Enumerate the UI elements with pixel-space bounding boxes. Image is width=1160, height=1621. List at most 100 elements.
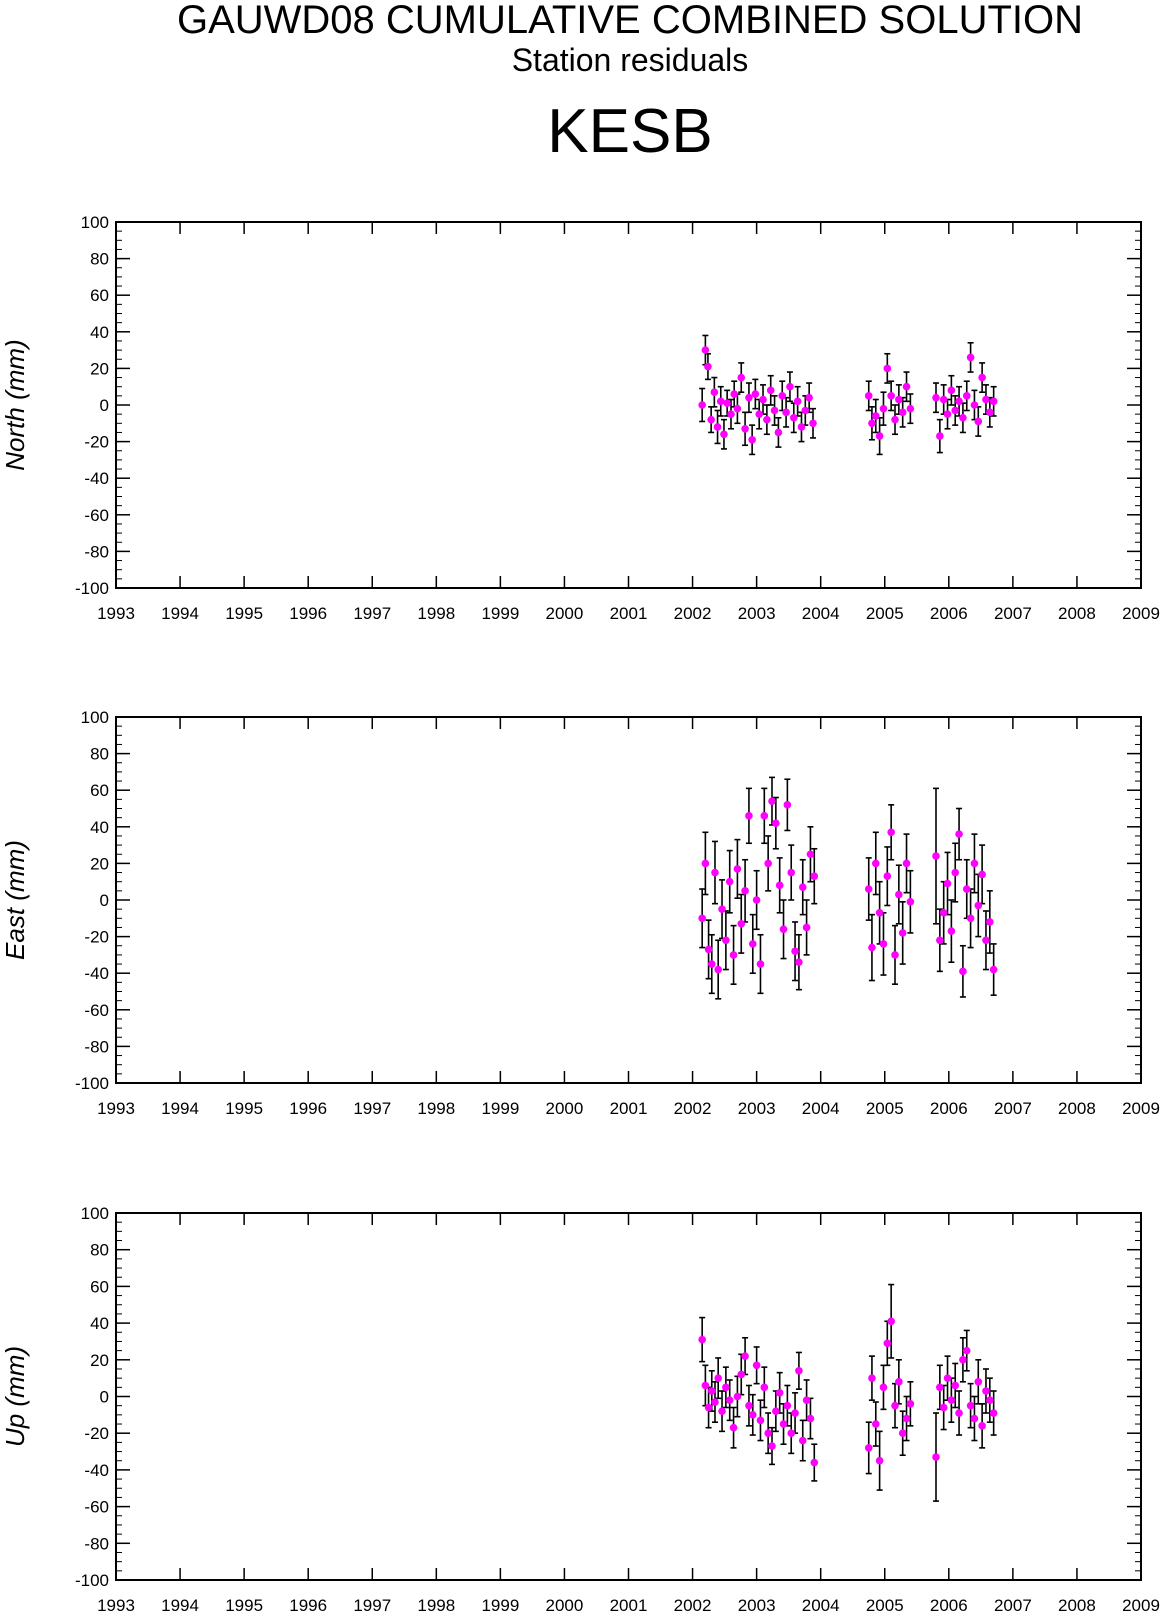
data-point bbox=[902, 859, 911, 868]
data-point bbox=[722, 1383, 730, 1392]
data-point bbox=[966, 914, 975, 923]
data-point bbox=[768, 1442, 776, 1450]
data-point bbox=[978, 373, 986, 382]
y-tick-label: -80 bbox=[84, 542, 109, 561]
data-point bbox=[810, 872, 819, 881]
data-point bbox=[748, 1411, 757, 1419]
data-point bbox=[714, 1374, 722, 1382]
x-tick-label: 2005 bbox=[866, 1596, 904, 1615]
data-point bbox=[707, 415, 715, 424]
x-tick-label: 1999 bbox=[481, 1099, 519, 1118]
y-tick-label: 20 bbox=[90, 1351, 109, 1370]
data-point bbox=[723, 399, 731, 407]
x-tick-label: 2004 bbox=[802, 1596, 840, 1615]
y-tick-label: -40 bbox=[84, 469, 109, 488]
x-tick-label: 2003 bbox=[738, 604, 776, 623]
data-point bbox=[943, 410, 952, 418]
x-tick-label: 2009 bbox=[1122, 604, 1160, 623]
data-point bbox=[782, 408, 790, 417]
x-tick-label: 2009 bbox=[1122, 1099, 1160, 1118]
x-tick-label: 2002 bbox=[674, 1099, 712, 1118]
data-point bbox=[787, 868, 796, 877]
data-point bbox=[959, 414, 967, 422]
x-tick-label: 2003 bbox=[738, 1596, 776, 1615]
x-tick-label: 2008 bbox=[1058, 1596, 1096, 1615]
data-point bbox=[698, 1335, 706, 1344]
data-point bbox=[974, 1378, 983, 1386]
data-point bbox=[729, 1423, 738, 1432]
data-point bbox=[701, 859, 710, 868]
data-point bbox=[966, 353, 975, 362]
data-point bbox=[989, 1409, 998, 1417]
data-point bbox=[879, 940, 888, 948]
chart-subtitle: Station residuals bbox=[511, 42, 749, 78]
data-point bbox=[887, 392, 895, 400]
data-point bbox=[982, 936, 990, 945]
data-point bbox=[725, 877, 734, 886]
x-tick-label: 2008 bbox=[1058, 604, 1096, 623]
data-point bbox=[806, 1414, 815, 1423]
data-point bbox=[883, 872, 892, 881]
data-point bbox=[714, 965, 722, 974]
data-point bbox=[745, 812, 753, 820]
data-point bbox=[791, 1409, 799, 1417]
data-point bbox=[764, 1429, 772, 1437]
data-point bbox=[701, 346, 710, 354]
data-point bbox=[898, 1429, 907, 1437]
data-point bbox=[978, 870, 986, 879]
data-point bbox=[806, 850, 815, 859]
data-point bbox=[748, 435, 756, 444]
data-point bbox=[748, 940, 757, 948]
y-tick-label: 60 bbox=[90, 781, 109, 800]
y-tick-label: -40 bbox=[84, 1461, 109, 1480]
data-point bbox=[718, 905, 726, 913]
x-tick-label: 2007 bbox=[994, 604, 1032, 623]
data-point bbox=[701, 1381, 710, 1390]
data-point bbox=[756, 960, 765, 968]
data-point bbox=[772, 1407, 780, 1415]
data-point bbox=[895, 395, 903, 404]
data-point bbox=[962, 1346, 971, 1355]
x-tick-label: 2001 bbox=[610, 1596, 648, 1615]
data-point bbox=[962, 885, 971, 893]
data-point bbox=[725, 1396, 734, 1404]
data-point bbox=[764, 859, 772, 868]
x-tick-label: 1996 bbox=[289, 1596, 327, 1615]
x-tick-label: 1998 bbox=[417, 604, 455, 623]
data-point bbox=[707, 960, 716, 968]
data-point bbox=[955, 1409, 963, 1417]
x-tick-label: 2006 bbox=[930, 1596, 968, 1615]
y-tick-label: 20 bbox=[90, 359, 109, 378]
x-tick-label: 1993 bbox=[97, 1596, 135, 1615]
data-point bbox=[733, 1392, 742, 1401]
data-point bbox=[793, 397, 802, 406]
data-series bbox=[698, 1283, 998, 1502]
y-tick-label: -60 bbox=[84, 506, 109, 525]
data-point bbox=[883, 1339, 892, 1348]
data-point bbox=[932, 1453, 940, 1461]
x-tick-label: 1998 bbox=[417, 1596, 455, 1615]
data-point bbox=[711, 868, 719, 877]
data-point bbox=[737, 1370, 746, 1379]
data-series bbox=[698, 334, 998, 456]
data-point bbox=[875, 909, 884, 917]
x-tick-label: 2005 bbox=[866, 1099, 904, 1118]
y-tick-label: -100 bbox=[75, 1074, 109, 1093]
data-point bbox=[902, 1414, 911, 1423]
x-tick-label: 1997 bbox=[353, 1596, 391, 1615]
x-tick-label: 2000 bbox=[546, 1099, 584, 1118]
data-point bbox=[798, 1436, 807, 1445]
data-point bbox=[955, 397, 963, 406]
y-tick-label: 40 bbox=[90, 1314, 109, 1333]
y-tick-label: -20 bbox=[84, 433, 109, 452]
data-point bbox=[898, 408, 907, 417]
data-point bbox=[891, 1401, 899, 1410]
data-point bbox=[974, 417, 983, 426]
data-point bbox=[986, 1396, 994, 1404]
data-point bbox=[875, 1456, 884, 1465]
data-point bbox=[887, 828, 895, 837]
data-point bbox=[947, 1396, 956, 1404]
y-axis-label: Up (mm) bbox=[0, 1346, 30, 1447]
data-point bbox=[939, 395, 948, 404]
data-point bbox=[722, 936, 730, 945]
